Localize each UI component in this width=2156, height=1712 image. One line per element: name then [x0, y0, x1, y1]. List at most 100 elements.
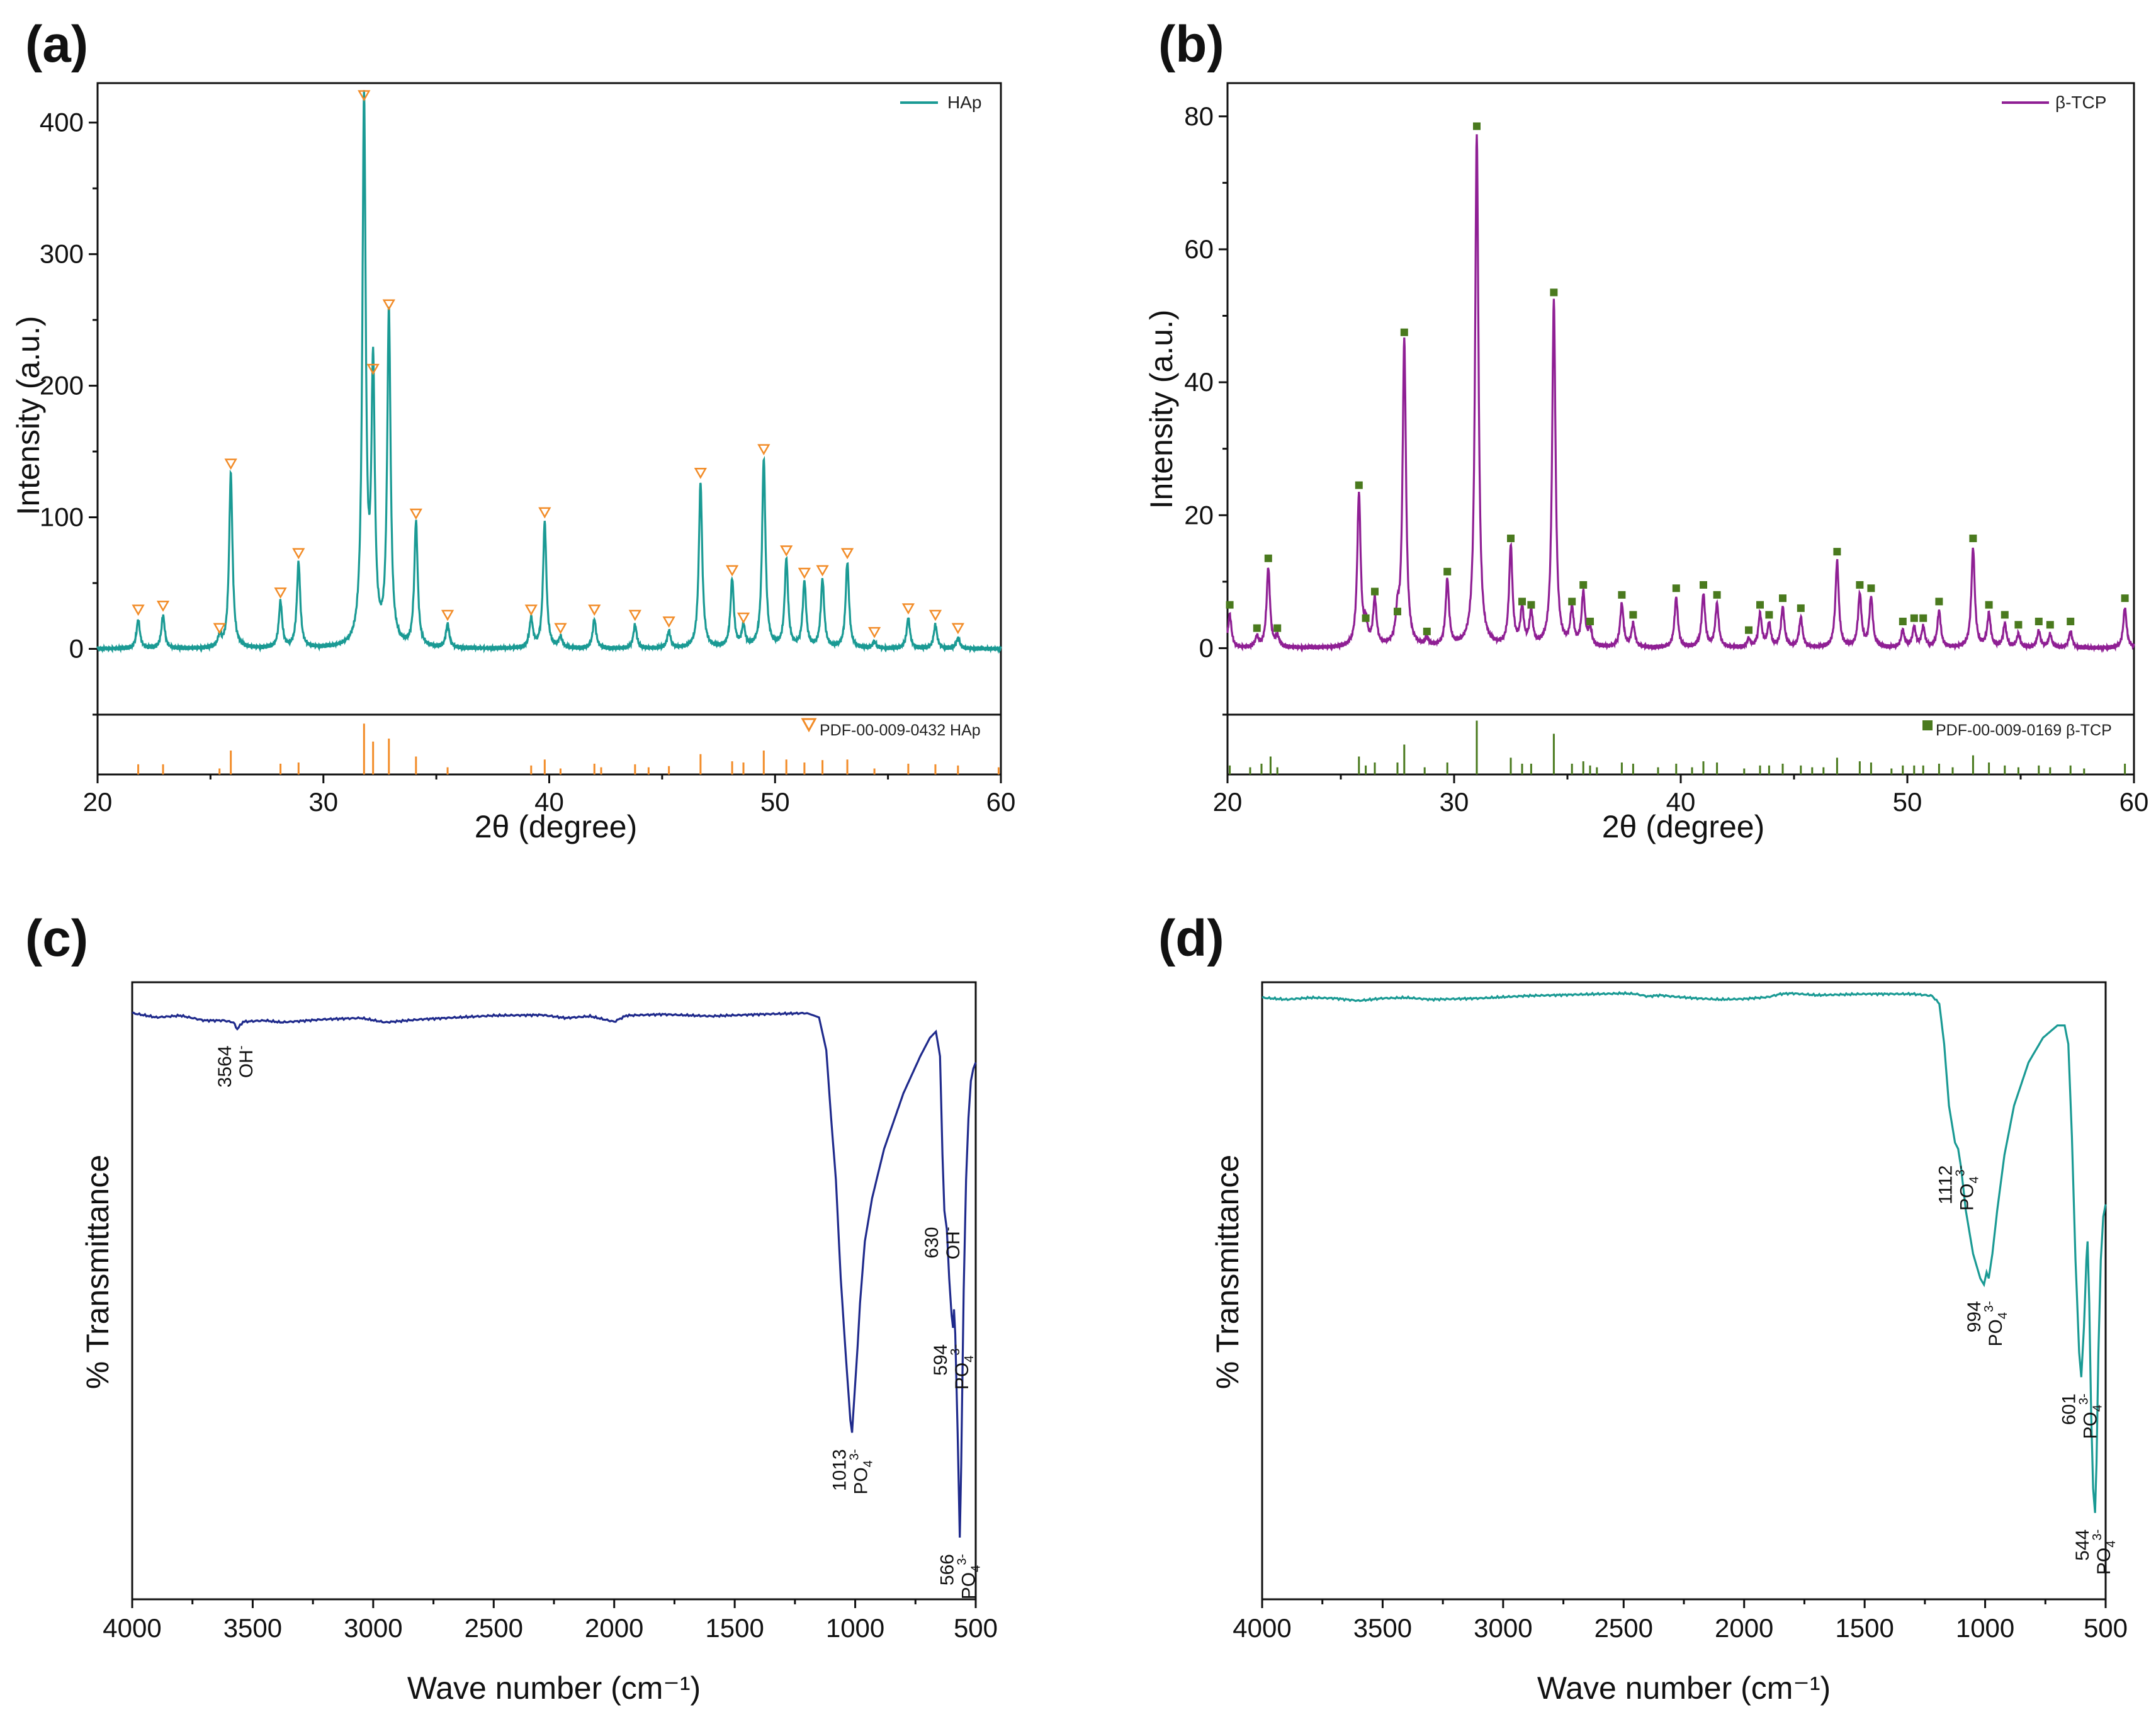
band-group-subscript: 4 [2091, 1405, 2104, 1412]
panel-c-y-axis-title: % Transmittance [80, 1155, 115, 1389]
band-wavenumber: 566 [937, 1554, 958, 1585]
y-tick-label: 0 [1199, 633, 1214, 662]
band-group: OH- [941, 1227, 964, 1260]
ftir-spectrum [1261, 990, 2107, 1513]
band-annotation: 1013 PO43- [830, 1449, 876, 1494]
peak-marker-square [1935, 598, 1943, 606]
peak-marker-triangle [554, 623, 567, 635]
peak-marker-triangle [524, 604, 538, 616]
peak-marker-square [1899, 618, 1907, 626]
peak-marker-triangle [409, 508, 422, 520]
panel-a-legend-label: HAp [947, 93, 981, 112]
panel-label-b: (b) [1158, 16, 1224, 73]
peak-marker-square [1756, 601, 1764, 609]
band-annotation: 630 OH- [922, 1227, 964, 1260]
peak-marker-triangle [725, 565, 739, 577]
band-wavenumber: 994 [1964, 1301, 1985, 1332]
panel-a-reference-label: PDF-00-009-0432 HAp [820, 722, 981, 739]
band-wavenumber: 544 [2072, 1529, 2093, 1561]
panel-b-x-axis-title: 2θ (degree) [1602, 809, 1765, 844]
peak-marker-triangle [694, 467, 708, 479]
x-tick-label: 500 [2084, 1613, 2128, 1643]
peak-marker-square [2001, 611, 2009, 619]
xrd-trace [1226, 134, 2135, 654]
band-wavenumber: 630 [922, 1227, 942, 1259]
band-group-subscript: 4 [1996, 1312, 2010, 1319]
x-tick-label: 2000 [1715, 1613, 1773, 1643]
y-tick-label: 200 [40, 371, 84, 400]
band-group: PO43- [956, 1554, 983, 1599]
peak-marker-square [1473, 122, 1481, 130]
band-group-charge: - [234, 1045, 248, 1050]
x-tick-label: 1500 [1835, 1613, 1894, 1643]
y-tick-label: 0 [69, 634, 84, 664]
peak-marker-square [1629, 611, 1637, 619]
y-tick-label: 20 [1184, 500, 1214, 530]
peak-marker-triangle [132, 604, 145, 616]
peak-marker-square [1618, 591, 1626, 599]
peak-marker-triangle [928, 609, 942, 621]
y-tick-label: 300 [40, 239, 84, 269]
panel-c-x-axis-title: Wave number (cm⁻¹) [407, 1670, 701, 1706]
reference-legend-marker [801, 718, 817, 733]
peak-marker-square [1867, 584, 1875, 592]
panel-d-y-axis-title: % Transmittance [1210, 1155, 1245, 1389]
peak-marker-square [1518, 598, 1526, 606]
peak-marker-square [1400, 328, 1408, 336]
x-tick-label: 3500 [223, 1613, 282, 1643]
ftir-spectrum [132, 1011, 977, 1538]
panel-a-plot: 20 30 40 50 60 0 100 200 300 400 [40, 82, 1015, 817]
x-tick-label: 2500 [1594, 1613, 1653, 1643]
peak-marker-square [1856, 581, 1864, 589]
x-tick-label: 50 [1893, 787, 1922, 817]
reference-legend-marker [1922, 720, 1933, 730]
band-annotation: 1112 PO43- [1936, 1165, 1982, 1211]
peak-marker-triangle [757, 444, 770, 456]
peak-marker-square [2121, 594, 2129, 603]
peak-marker-triangle [867, 626, 881, 638]
x-tick-label: 3000 [1474, 1613, 1532, 1643]
peak-marker-triangle [798, 567, 811, 579]
peak-marker-square [1362, 614, 1370, 622]
x-tick-label: 2000 [585, 1613, 643, 1643]
peak-marker-square [1833, 548, 1841, 556]
x-tick-label: 20 [1213, 787, 1243, 817]
band-group: PO43- [1982, 1301, 2010, 1346]
band-wavenumber: 594 [930, 1344, 951, 1376]
peak-marker-triangle [780, 545, 793, 557]
band-group-symbol: OH [943, 1231, 964, 1259]
band-group: PO43- [2091, 1529, 2118, 1575]
peak-marker-square [1443, 567, 1452, 575]
peak-marker-square [1568, 598, 1576, 606]
band-wavenumber: 1013 [830, 1449, 850, 1491]
band-group-charge: 3- [956, 1554, 969, 1565]
peak-marker-square [1919, 614, 1927, 622]
peak-marker-triangle [628, 609, 641, 621]
band-group-subscript: 4 [962, 1356, 976, 1363]
panel-b-reference-label: PDF-00-009-0169 β-TCP [1936, 722, 2112, 739]
band-group-charge: 3- [1982, 1301, 1996, 1312]
peak-marker-square [1765, 611, 1773, 619]
x-tick-label: 1000 [1956, 1613, 2014, 1643]
band-group-charge: 3- [2077, 1393, 2091, 1405]
peak-marker-triangle [816, 565, 829, 577]
band-group-charge: - [941, 1227, 955, 1232]
peak-marker-triangle [737, 612, 750, 624]
peak-marker-square [1550, 288, 1558, 297]
band-group: PO43- [949, 1344, 976, 1390]
y-tick-label: 60 [1184, 234, 1214, 264]
x-tick-label: 50 [760, 787, 790, 817]
peak-marker-triangle [588, 604, 601, 616]
band-group-symbol: PO [2080, 1412, 2101, 1439]
band-group-charge: 3- [949, 1344, 962, 1356]
xrd-trace [96, 89, 1002, 654]
peak-marker-triangle [382, 299, 395, 311]
peak-marker-square [2035, 618, 2043, 626]
y-tick-label: 400 [40, 108, 84, 137]
band-group-subscript: 4 [969, 1565, 983, 1572]
peak-marker-square [1797, 604, 1805, 612]
